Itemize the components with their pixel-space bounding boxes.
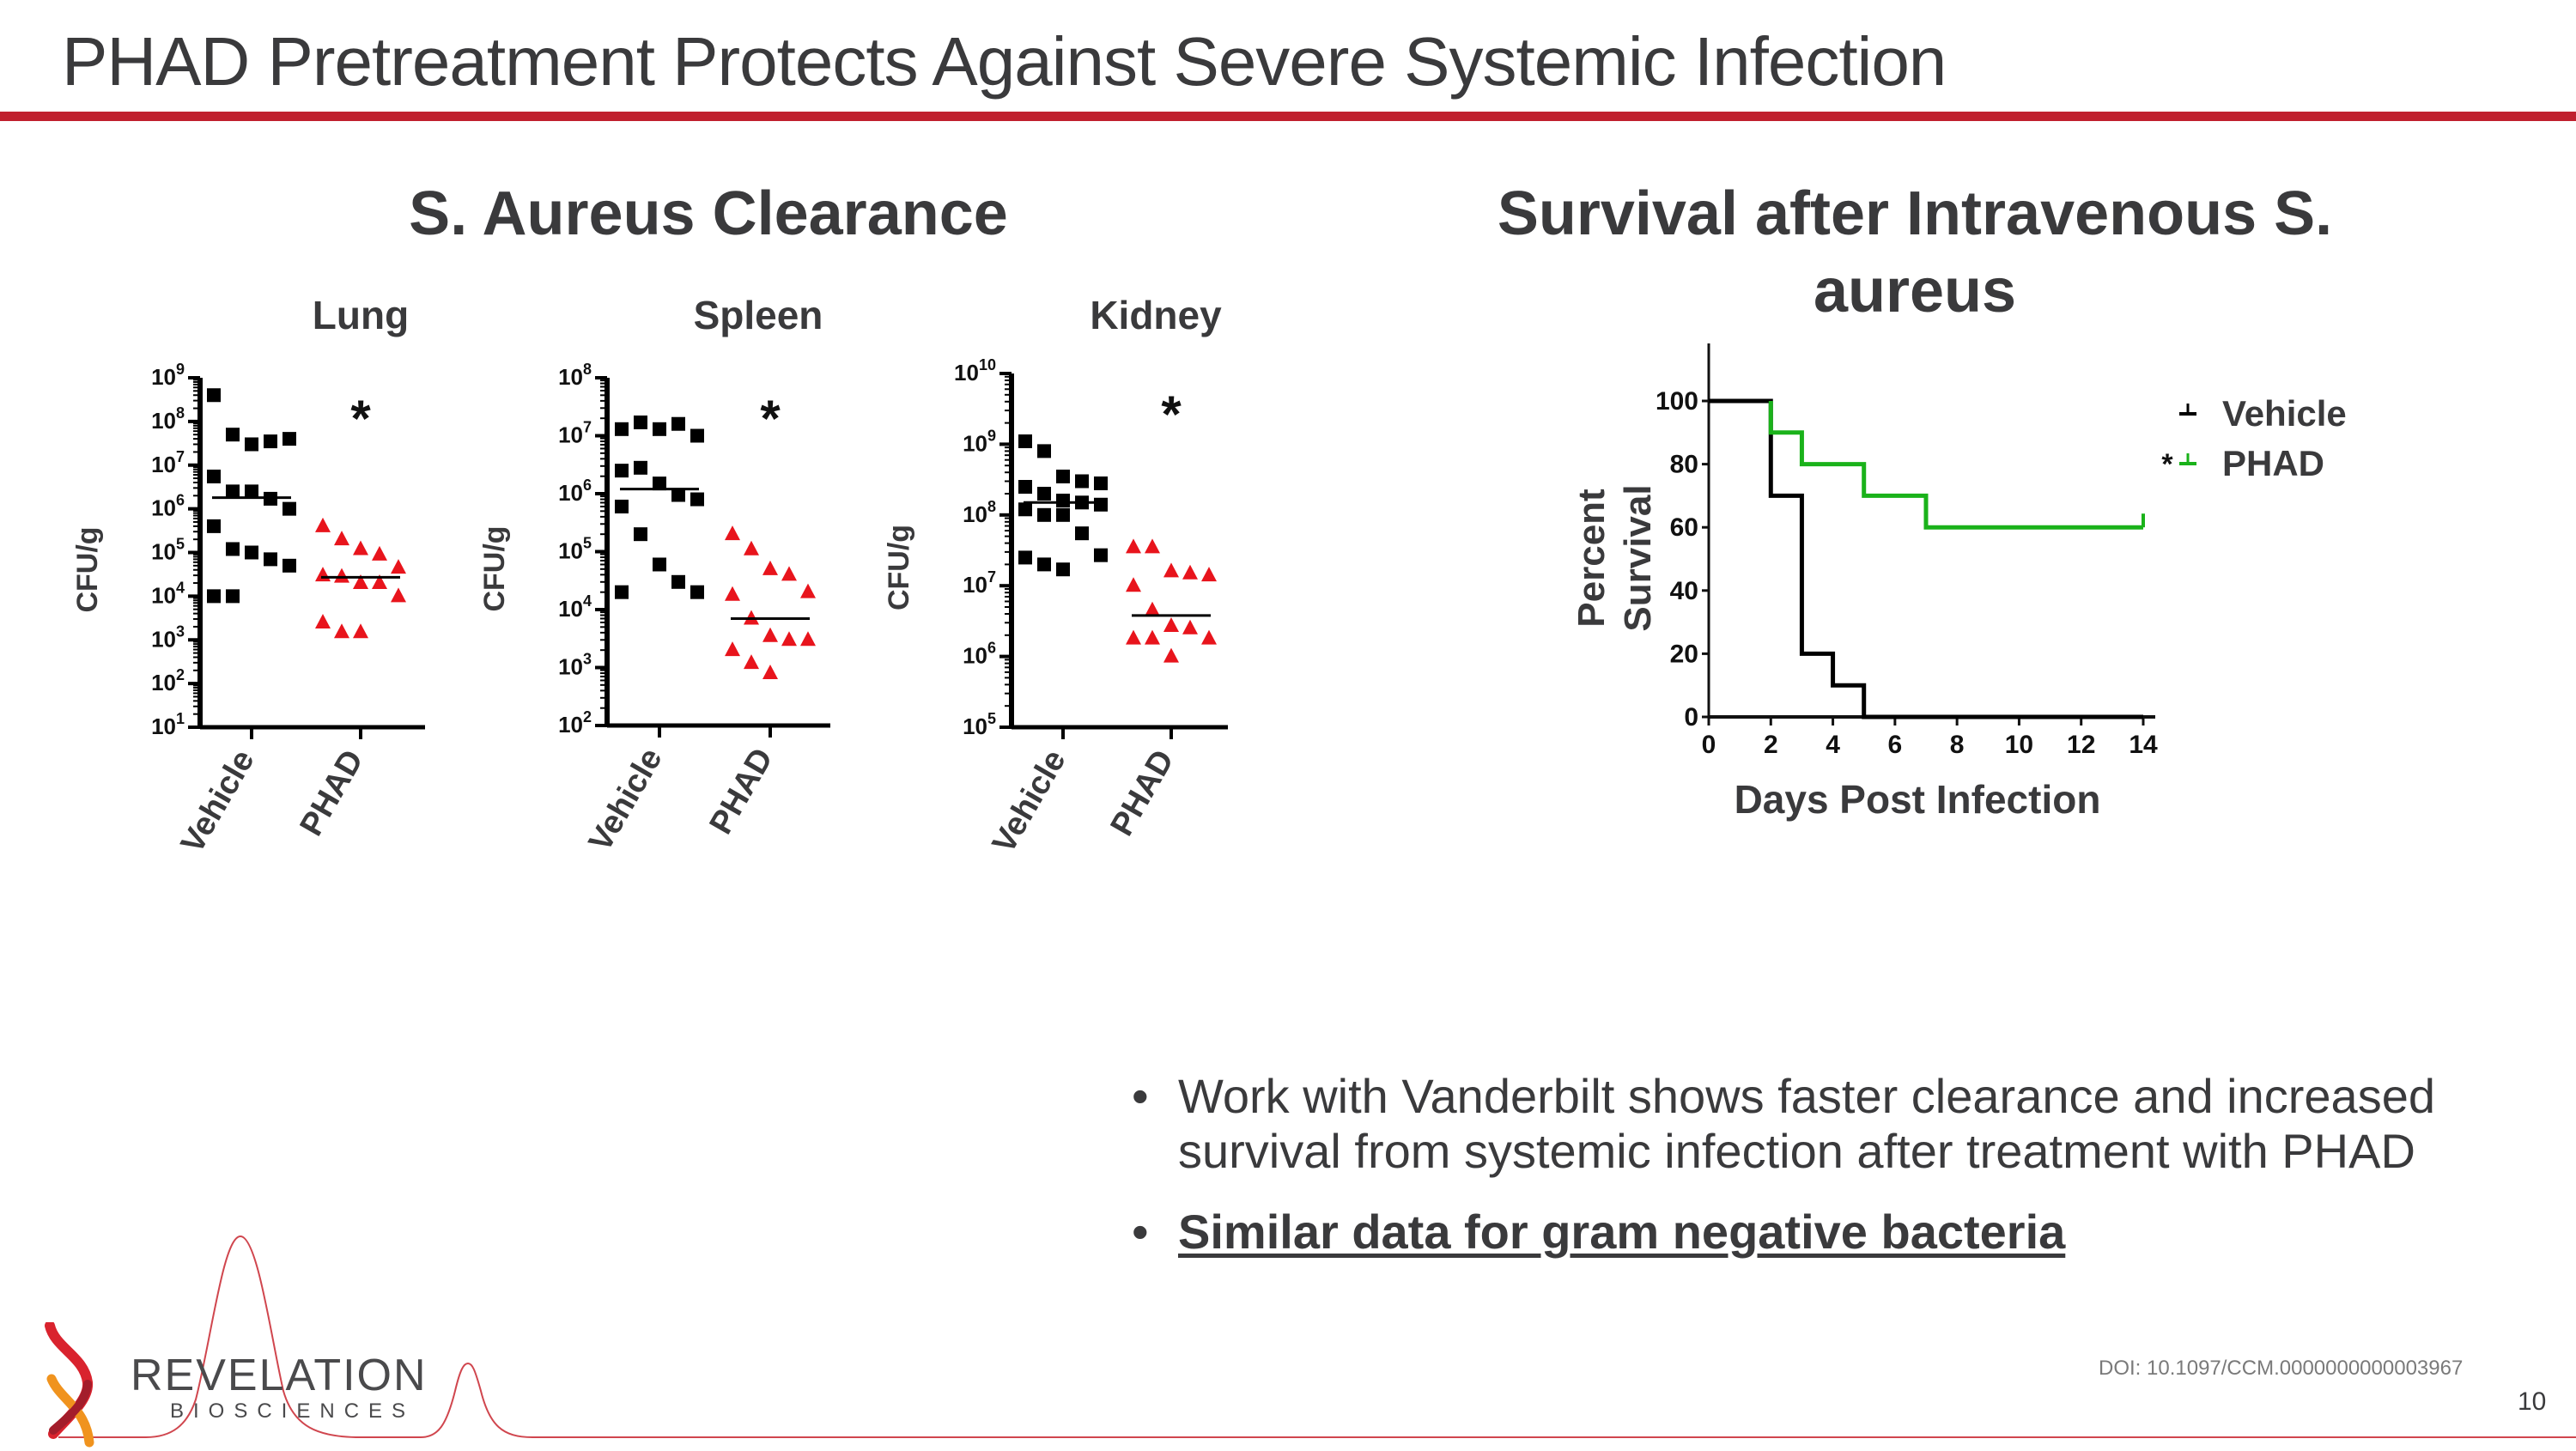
svg-text:106: 106 [151, 492, 185, 521]
svg-text:Vehicle: Vehicle [2222, 393, 2347, 434]
title-divider [0, 112, 2576, 121]
svg-text:106: 106 [558, 477, 592, 506]
survival-title-line2: aureus [1813, 257, 2017, 325]
svg-text:105: 105 [558, 535, 592, 564]
svg-text:PHAD: PHAD [294, 744, 371, 842]
svg-text:14: 14 [2129, 731, 2158, 759]
svg-text:107: 107 [151, 448, 185, 477]
svg-text:CFU/g: CFU/g [478, 525, 511, 611]
svg-text:103: 103 [151, 622, 185, 652]
bullet-dot: • [1132, 1069, 1149, 1123]
slide-title: PHAD Pretreatment Protects Against Sever… [62, 23, 1947, 100]
svg-text:2: 2 [1764, 731, 1778, 759]
svg-text:Vehicle: Vehicle [582, 743, 670, 858]
svg-text:1010: 1010 [954, 356, 996, 386]
clearance-title: S. Aureus Clearance [409, 179, 1008, 248]
svg-text:105: 105 [151, 536, 185, 565]
lung-label: Lung [312, 293, 410, 337]
svg-text:105: 105 [963, 710, 996, 739]
svg-text:109: 109 [963, 427, 996, 456]
svg-text:Vehicle: Vehicle [986, 744, 1073, 859]
svg-text:108: 108 [963, 498, 996, 527]
survival-chart: 0 20 40 60 80 100 0 2 4 6 8 10 12 14 Days Post Infecti… [1571, 343, 2347, 822]
kidney-scatter: 105 106 107 108 109 1010 Vehicle PHAD CFU/g * [883, 356, 1228, 859]
survival-title: Survival after Intravenous S. aureus [1443, 175, 2387, 330]
svg-text:Days Post Infection: Days Post Infection [1735, 777, 2101, 822]
spleen-scatter: 102 103 104 105 106 107 108 Vehicle PHAD CFU/g * [478, 361, 830, 858]
bullet-dot: • [1132, 1205, 1149, 1259]
footer-peak-line [58, 1235, 2576, 1438]
svg-text:Vehicle: Vehicle [174, 744, 262, 859]
svg-text:108: 108 [151, 404, 185, 434]
svg-text:CFU/g: CFU/g [71, 526, 104, 612]
logo-subtitle: BIOSCIENCES [170, 1399, 416, 1423]
svg-text:10: 10 [2005, 731, 2033, 759]
spleen-label: Spleen [693, 293, 823, 337]
svg-text:*: * [350, 390, 371, 447]
svg-text:PHAD: PHAD [703, 743, 781, 841]
svg-text:8: 8 [1950, 731, 1965, 759]
svg-text:0: 0 [1684, 703, 1698, 732]
svg-text:6: 6 [1888, 731, 1903, 759]
svg-text:80: 80 [1670, 451, 1698, 479]
svg-text:101: 101 [151, 710, 185, 739]
svg-text:103: 103 [558, 651, 592, 680]
svg-text:PHAD: PHAD [2222, 443, 2324, 483]
svg-text:CFU/g: CFU/g [883, 525, 915, 610]
svg-text:*: * [2161, 448, 2173, 481]
svg-text:0: 0 [1702, 731, 1716, 759]
svg-text:*: * [760, 390, 781, 447]
svg-text:107: 107 [963, 568, 996, 598]
logo-helix-icon [45, 1322, 94, 1448]
bullet-item: • Similar data for gram negative bacteri… [1125, 1205, 2550, 1260]
svg-text:*: * [1161, 386, 1182, 443]
svg-text:104: 104 [558, 592, 592, 622]
svg-text:108: 108 [558, 361, 592, 390]
svg-text:12: 12 [2067, 731, 2095, 759]
svg-text:40: 40 [1670, 577, 1698, 605]
svg-text:4: 4 [1826, 731, 1840, 759]
clearance-scatter-plots: 101 102 103 104 105 106 107 108 109 Vehicle PHAD CF… [71, 356, 1228, 859]
lung-scatter: 101 102 103 104 105 106 107 108 109 Vehicle PHAD CF… [71, 361, 425, 859]
svg-text:Survival: Survival [1617, 484, 1659, 631]
svg-text:109: 109 [151, 361, 185, 390]
doi-reference: DOI: 10.1097/CCM.0000000000003967 [2099, 1357, 2464, 1380]
svg-text:60: 60 [1670, 513, 1698, 542]
bullet-text: Work with Vanderbilt shows faster cleara… [1178, 1069, 2435, 1178]
bullet-link-text[interactable]: Similar data for gram negative bacteria [1178, 1205, 2066, 1259]
svg-text:PHAD: PHAD [1104, 744, 1182, 842]
svg-text:102: 102 [151, 666, 185, 695]
logo-wordmark: REVELATION [131, 1351, 428, 1400]
bullet-item: • Work with Vanderbilt shows faster clea… [1125, 1069, 2550, 1179]
svg-text:104: 104 [151, 579, 185, 608]
svg-text:102: 102 [558, 708, 592, 738]
page-number: 10 [2518, 1387, 2547, 1416]
kidney-label: Kidney [1090, 293, 1222, 337]
svg-text:20: 20 [1670, 640, 1698, 668]
svg-text:100: 100 [1656, 387, 1698, 416]
svg-text:107: 107 [558, 419, 592, 448]
svg-text:106: 106 [963, 640, 996, 669]
survival-title-line1: Survival after Intravenous S. [1497, 179, 2333, 248]
svg-text:Percent: Percent [1571, 489, 1613, 628]
bullet-list: • Work with Vanderbilt shows faster clea… [1125, 1069, 2550, 1285]
